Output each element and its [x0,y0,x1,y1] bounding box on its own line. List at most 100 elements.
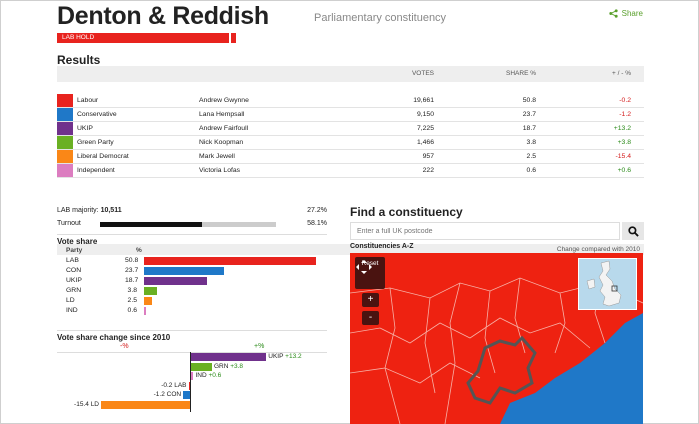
share-value: 3.8 [526,139,536,146]
results-header-row: VOTES SHARE % + / - % [57,66,644,82]
party-color-swatch [57,94,73,107]
change-label: -1.2 CON [154,391,181,398]
vote-share-party: CON [66,267,82,274]
result-row: Independent Victoria Lofas 222 0.6 +0.6 [57,164,644,178]
vote-share-bar [144,257,316,265]
change-value: -15.4 [615,153,632,160]
vote-share-value: 2.5 [127,297,137,304]
turnout-percent: 58.1% [307,220,327,227]
party-column-header: Party [66,247,83,254]
pct-column-header: % [136,247,142,254]
share-change-heading: Vote share change since 2010 [57,330,327,342]
zoom-out-button[interactable]: - [362,311,379,325]
share-column-header: SHARE % [506,70,536,77]
change-bar [190,372,194,380]
change-value: -15.4 [74,400,89,408]
turnout-line: Turnout 58.1% [57,220,327,227]
constituency-map[interactable]: Reset + - [350,253,643,424]
change-value: -0.2 [161,381,173,389]
party-name: Labour [77,97,99,104]
uk-outline [586,260,622,307]
vote-share-chart: LAB 50.8 CON 23.7 UKIP 18.7 GRN 3.8 LD 2.5 IND 0.6 [57,256,327,316]
change-party: IND [195,372,207,379]
change-column-header: + / - % [612,70,631,77]
page-title: Denton & Reddish [57,2,269,30]
postcode-input[interactable] [350,222,620,240]
votes-value: 9,150 [416,111,434,118]
majority-line: LAB majority: 10,511 27.2% [57,207,327,214]
change-party: GRN [213,362,229,370]
majority-percent: 27.2% [307,207,327,214]
hold-banner-tail [231,33,236,43]
share-button[interactable]: Share [609,9,643,18]
result-row: Conservative Lana Hempsall 9,150 23.7 -1.2 [57,108,644,122]
candidate-name: Victoria Lofas [199,167,241,174]
vote-share-party: LAB [66,257,79,264]
comparison-note: Change compared with 2010 [57,244,644,255]
reset-label: Reset [361,260,379,267]
candidate-name: Lana Hempsall [199,111,245,118]
party-name: Independent [77,167,115,174]
change-bar [101,400,190,409]
map-reset-button[interactable]: Reset [355,257,385,289]
party-color-swatch [57,108,73,121]
change-value: -1.2 [619,111,631,118]
change-header-rule [57,352,327,353]
vote-share-row: CON 23.7 [57,266,327,276]
majority-value: 10,511 [100,207,122,214]
search-button[interactable] [622,222,644,240]
vote-share-value: 23.7 [125,267,139,274]
share-value: 18.7 [522,125,536,132]
change-label: -0.2 LAB [161,382,186,389]
vote-share-party: IND [66,307,78,314]
turnout-bar-fill [100,222,203,227]
change-bar [190,362,212,371]
majority-label: LAB majority: [57,207,99,214]
vote-share-row: GRN 3.8 [57,286,327,296]
change-value: +13.2 [613,125,631,132]
change-value: -1.2 [153,391,165,398]
share-value: 2.5 [526,153,536,160]
change-zero-axis [190,352,191,412]
vote-share-row: IND 0.6 [57,306,327,316]
turnout-bar [100,222,276,227]
change-label: GRN +3.8 [214,363,243,370]
results-rows: Labour Andrew Gwynne 19,661 50.8 -0.2 Conserv… [57,94,644,178]
party-name: Conservative [77,111,117,118]
vote-share-bar [144,267,225,275]
vote-share-row: LD 2.5 [57,296,327,306]
votes-value: 222 [422,167,434,174]
share-value: 23.7 [522,111,536,118]
change-value: +0.6 [208,372,222,379]
page-subtitle: Parliamentary constituency [314,12,447,24]
change-label: IND +0.6 [195,372,221,379]
zoom-in-button[interactable]: + [362,293,379,307]
results-spacer [57,82,644,94]
share-value: 50.8 [522,97,536,104]
vote-share-value: 18.7 [125,277,139,284]
vote-share-bar [144,297,153,305]
party-name: UKIP [77,125,93,132]
vote-share-party: GRN [66,287,82,294]
votes-value: 1,466 [416,139,434,146]
result-row: Labour Andrew Gwynne 19,661 50.8 -0.2 [57,94,644,108]
change-value: +0.6 [617,167,631,174]
party-color-swatch [57,164,73,177]
vote-share-row: UKIP 18.7 [57,276,327,286]
votes-value: 19,661 [413,97,434,104]
vote-share-value: 0.6 [127,307,137,314]
constituencies-az-link[interactable]: Constituencies A-Z [350,243,414,250]
change-bar [190,353,267,361]
change-value: +13.2 [285,353,302,360]
find-constituency-heading: Find a constituency [350,205,463,219]
search-icon [627,225,639,237]
party-color-swatch [57,122,73,135]
change-party: LD [90,400,99,408]
change-value: -0.2 [619,97,631,104]
change-value: +3.8 [230,362,244,370]
change-bar [188,381,190,390]
change-label: -15.4 LD [74,401,99,408]
pan-arrows-icon [356,260,372,274]
vote-share-bar [144,287,157,295]
uk-inset-map [578,258,637,310]
